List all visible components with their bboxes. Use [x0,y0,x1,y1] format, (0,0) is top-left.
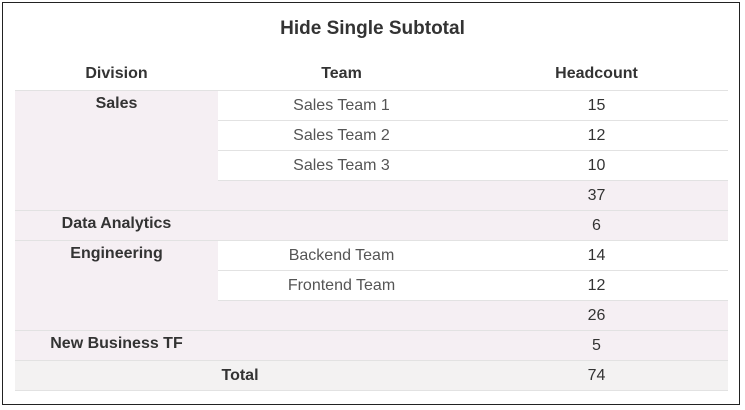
header-division[interactable]: Division [85,64,148,82]
table-title: Hide Single Subtotal [280,18,465,39]
team-cell: Sales Team 2 [218,120,465,151]
headcount-cell: 12 [465,270,728,301]
grand-total-label: Total [15,360,465,391]
team-cell [218,210,465,241]
table-row: Data Analytics 6 [15,210,728,241]
table-row: Sales Team 2 12 [15,120,728,151]
subtotal-team-cell [218,300,465,331]
header-team[interactable]: Team [321,64,362,82]
division-cell: New Business TF [15,330,218,361]
table-row: Sales Team 3 10 [15,150,728,181]
subtotal-row: 26 [15,300,728,331]
table-row: Engineering Backend Team 14 [15,240,728,331]
header-headcount[interactable]: Headcount [555,64,638,82]
team-cell: Sales Team 3 [218,150,465,181]
headcount-cell: 14 [465,240,728,271]
headcount-cell: 10 [465,150,728,181]
division-cell: Data Analytics [15,210,218,241]
headcount-cell: 12 [465,120,728,151]
table-row: Frontend Team 12 [15,270,728,301]
team-cell: Sales Team 1 [218,90,465,121]
team-cell: Backend Team [218,240,465,271]
subtotal-cell: 37 [465,180,728,211]
headcount-cell: 6 [465,210,728,241]
headcount-cell: 15 [465,90,728,121]
division-cell: Engineering [15,240,218,331]
header-row: Division Team Headcount [15,57,728,91]
grand-total-row: Total 74 [15,360,728,391]
pivot-table: Division Team Headcount Sales Sales Team… [15,57,728,391]
team-cell: Frontend Team [218,270,465,301]
headcount-cell: 5 [465,330,728,361]
subtotal-team-cell [218,180,465,211]
subtotal-cell: 26 [465,300,728,331]
team-cell [218,330,465,361]
subtotal-row: 37 [15,180,728,211]
table-row: Sales Sales Team 1 15 [15,90,728,211]
division-cell: Sales [15,90,218,211]
table-row: New Business TF 5 [15,330,728,361]
grand-total-value: 74 [465,360,728,391]
